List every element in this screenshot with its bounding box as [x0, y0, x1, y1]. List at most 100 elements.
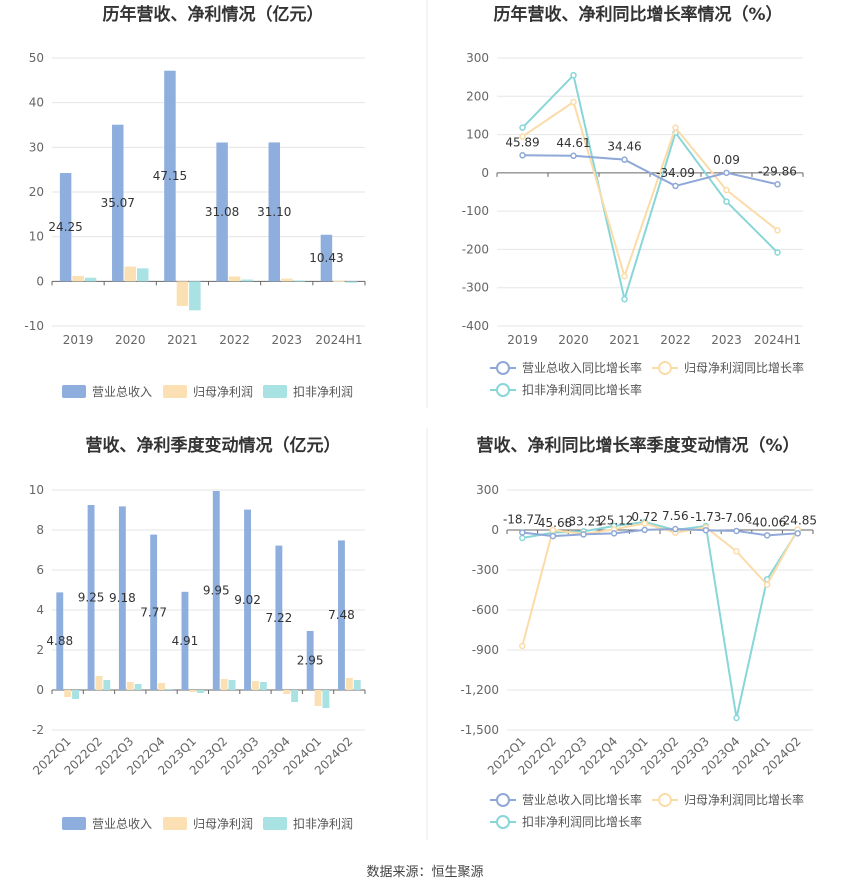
point-营业总收入同比增长率: [702, 526, 710, 534]
chart-title: 营收、净利季度变动情况（亿元）: [86, 435, 341, 456]
legend-swatch: [163, 817, 187, 830]
bar-归母净利润: [158, 683, 165, 690]
legend-label: 扣非净利润同比增长率: [522, 382, 642, 397]
legend-label: 归母净利润同比增长率: [684, 792, 804, 807]
bar-扣非净利润: [345, 281, 358, 283]
x-tick-label: 2023: [271, 333, 302, 347]
point-归母净利润同比增长率: [723, 186, 730, 194]
x-tick-label: 2024H1: [315, 333, 362, 347]
point-营业总收入同比增长率: [672, 182, 679, 190]
point-扣非净利润同比增长率: [723, 198, 730, 205]
bar-营业总收入: [320, 234, 333, 282]
y-tick-label: 300: [466, 51, 489, 65]
bar-data-label: 10.43: [309, 251, 343, 265]
bar-营业总收入: [268, 142, 281, 282]
point-扣非净利润同比增长率: [621, 295, 628, 303]
y-tick-label: 0: [36, 683, 44, 697]
legend-marker: [496, 383, 510, 397]
legend-label: 营业总收入同比增长率: [522, 360, 642, 375]
line-归母净利润同比增长率: [521, 100, 779, 280]
bar-扣非净利润: [136, 268, 149, 282]
x-tick-label: 2020: [558, 333, 589, 347]
x-tick-label: 2021: [609, 333, 640, 347]
y-tick-label: 40: [29, 96, 44, 110]
legend-swatch: [263, 385, 287, 398]
point-扣非净利润同比增长率: [570, 71, 577, 79]
bar-扣非净利润: [228, 680, 236, 690]
point-营业总收入同比增长率: [672, 525, 679, 533]
bar-扣非净利润: [259, 682, 267, 690]
y-tick-label: -300: [462, 281, 489, 295]
annual-growth-rate-line-chart: 历年营收、净利同比增长率情况（%） -400 -300 -200 -100 0 100 200…: [462, 4, 804, 397]
y-tick-label: 50: [29, 51, 44, 65]
x-tick-label: 2021: [167, 333, 198, 347]
line-data-label: 44.61: [556, 136, 590, 150]
legend-label: 归母净利润: [193, 385, 253, 399]
y-tick-label: 2: [36, 643, 44, 657]
bar-扣非净利润: [197, 690, 205, 693]
y-tick-label: 10: [29, 230, 44, 244]
bar-营业总收入: [164, 70, 176, 282]
point-营业总收入同比增长率: [733, 527, 740, 535]
bar-data-label: 4.91: [172, 634, 199, 648]
bar-扣非净利润: [103, 680, 111, 690]
bar-营业总收入: [87, 505, 95, 690]
point-营业总收入同比增长率: [570, 152, 577, 160]
bar-data-label: 9.95: [203, 584, 230, 598]
bar-归母净利润: [333, 280, 345, 282]
y-tick-label: -1,500: [460, 723, 499, 737]
point-营业总收入同比增长率: [549, 532, 557, 540]
line-data-label: -1.73: [690, 510, 721, 524]
line-data-label: 34.46: [607, 140, 641, 154]
bar-data-label: 31.08: [205, 205, 239, 219]
line-data-label: -29.86: [758, 164, 797, 178]
legend-marker: [658, 361, 672, 375]
bar-营业总收入: [244, 509, 252, 690]
bar-data-label: 4.88: [46, 634, 73, 648]
line-data-label: -40.06: [748, 515, 787, 529]
x-tick-label: 2022: [219, 333, 250, 347]
point-营业总收入同比增长率: [610, 530, 618, 537]
y-tick-label: 4: [36, 603, 44, 617]
bar-营业总收入: [338, 540, 345, 690]
chart-title: 历年营收、净利同比增长率情况（%）: [493, 4, 782, 25]
bar-data-label: 31.10: [257, 205, 291, 219]
point-扣非净利润同比增长率: [733, 714, 740, 722]
point-归母净利润同比增长率: [519, 642, 526, 650]
legend-marker: [658, 793, 672, 807]
point-归母净利润同比增长率: [733, 548, 740, 555]
annual-revenue-profit-bar-chart: 历年营收、净利情况（亿元） -10 0 10 20 30 40 50 2019 2020 2021 2…: [24, 4, 366, 399]
legend-swatch: [263, 817, 287, 830]
x-tick-label: 2019: [507, 333, 538, 347]
x-tick-label: 2020: [115, 333, 146, 347]
legend-label: 扣非净利润同比增长率: [522, 814, 642, 829]
legend-label: 归母净利润同比增长率: [684, 360, 804, 375]
y-tick-label: -2: [32, 723, 44, 737]
bar-营业总收入: [306, 631, 314, 690]
line-扣非净利润同比增长率: [521, 73, 779, 304]
line-data-label: -33.21: [564, 514, 603, 528]
bar-归母净利润: [64, 690, 72, 697]
bar-归母净利润: [281, 278, 293, 282]
line-data-label: 45.89: [505, 135, 539, 149]
bar-营业总收入: [216, 142, 228, 282]
quarterly-growth-rate-line-chart: 营收、净利同比增长率季度变动情况（%） -1,500 -1,200 -900 -600 -…: [460, 435, 817, 829]
y-tick-label: -400: [462, 319, 489, 333]
bar-data-label: 9.18: [109, 591, 136, 605]
point-归母净利润同比增长率: [549, 526, 557, 534]
y-tick-label: 200: [466, 89, 489, 103]
line-data-label: -34.09: [656, 166, 695, 180]
bar-扣非净利润: [189, 281, 201, 311]
bar-营业总收入: [275, 545, 283, 690]
bar-扣非净利润: [291, 690, 299, 702]
y-tick-label: 100: [466, 128, 489, 142]
legend-swatch: [62, 817, 86, 830]
y-tick-label: -900: [472, 643, 499, 657]
data-source: 数据来源：恒生聚源: [366, 865, 483, 880]
bar-扣非净利润: [241, 279, 253, 282]
bar-data-label: 47.15: [153, 169, 187, 183]
line-data-label: -7.06: [721, 511, 752, 525]
bar-data-label: 9.02: [234, 593, 261, 607]
y-tick-label: 0: [36, 274, 44, 288]
point-归母净利润同比增长率: [621, 272, 628, 280]
